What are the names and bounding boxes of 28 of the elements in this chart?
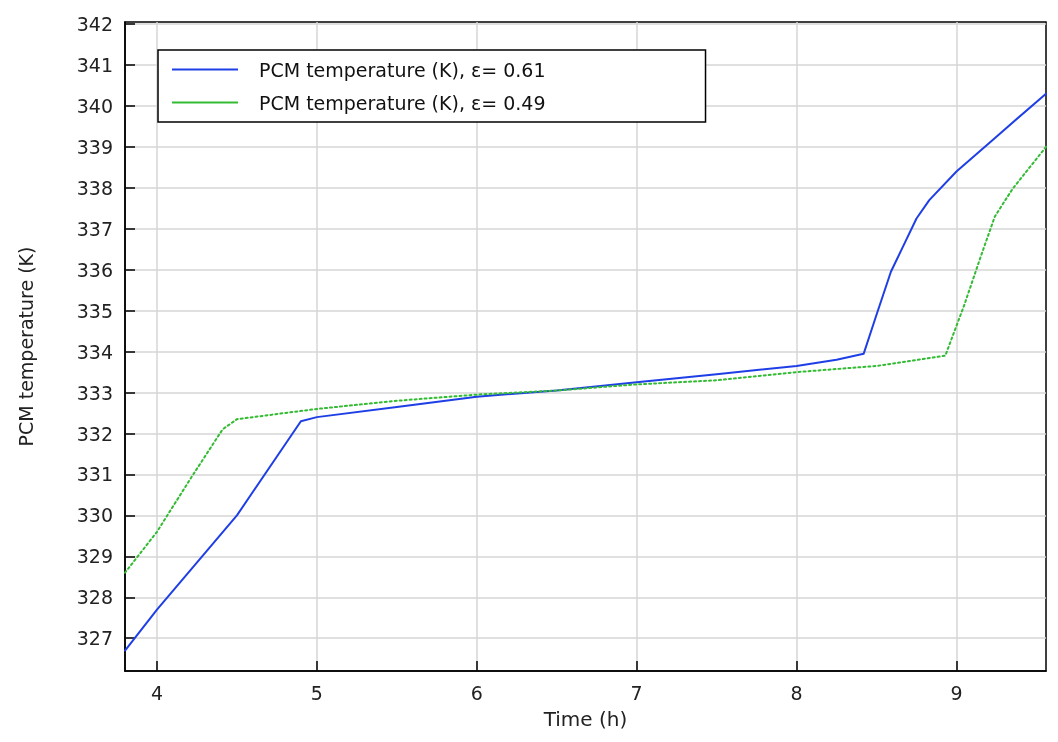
y-tick-label: 331 <box>76 463 113 486</box>
y-tick-label: 330 <box>76 504 113 527</box>
y-tick-label: 337 <box>76 217 113 240</box>
y-tick-label: 340 <box>76 94 113 117</box>
y-tick-label: 332 <box>76 422 113 445</box>
y-tick-label: 335 <box>76 299 113 322</box>
y-tick-label: 336 <box>76 258 113 281</box>
y-tick-label: 341 <box>76 53 113 76</box>
legend-label: PCM temperature (K), ε= 0.61 <box>259 58 546 81</box>
x-axis-title: Time (h) <box>542 707 628 731</box>
x-tick-label: 6 <box>470 681 483 704</box>
x-tick-label: 9 <box>950 681 963 704</box>
y-tick-label: 339 <box>76 135 113 158</box>
legend-label: PCM temperature (K), ε= 0.49 <box>259 91 546 114</box>
y-axis-title: PCM temperature (K) <box>14 246 37 447</box>
x-tick-label: 8 <box>790 681 803 704</box>
x-tick-label: 7 <box>630 681 643 704</box>
y-tick-label: 333 <box>76 381 113 404</box>
y-tick-label: 338 <box>76 176 113 199</box>
line-series <box>124 92 1047 652</box>
y-tick-label: 328 <box>76 586 113 609</box>
y-tick-label: 329 <box>76 545 113 568</box>
line-series <box>124 145 1047 574</box>
x-tick-label: 4 <box>150 681 164 704</box>
y-tick-label: 342 <box>76 13 113 36</box>
y-tick-label: 327 <box>76 627 113 650</box>
x-tick-label: 5 <box>310 681 323 704</box>
y-tick-label: 334 <box>76 340 113 363</box>
